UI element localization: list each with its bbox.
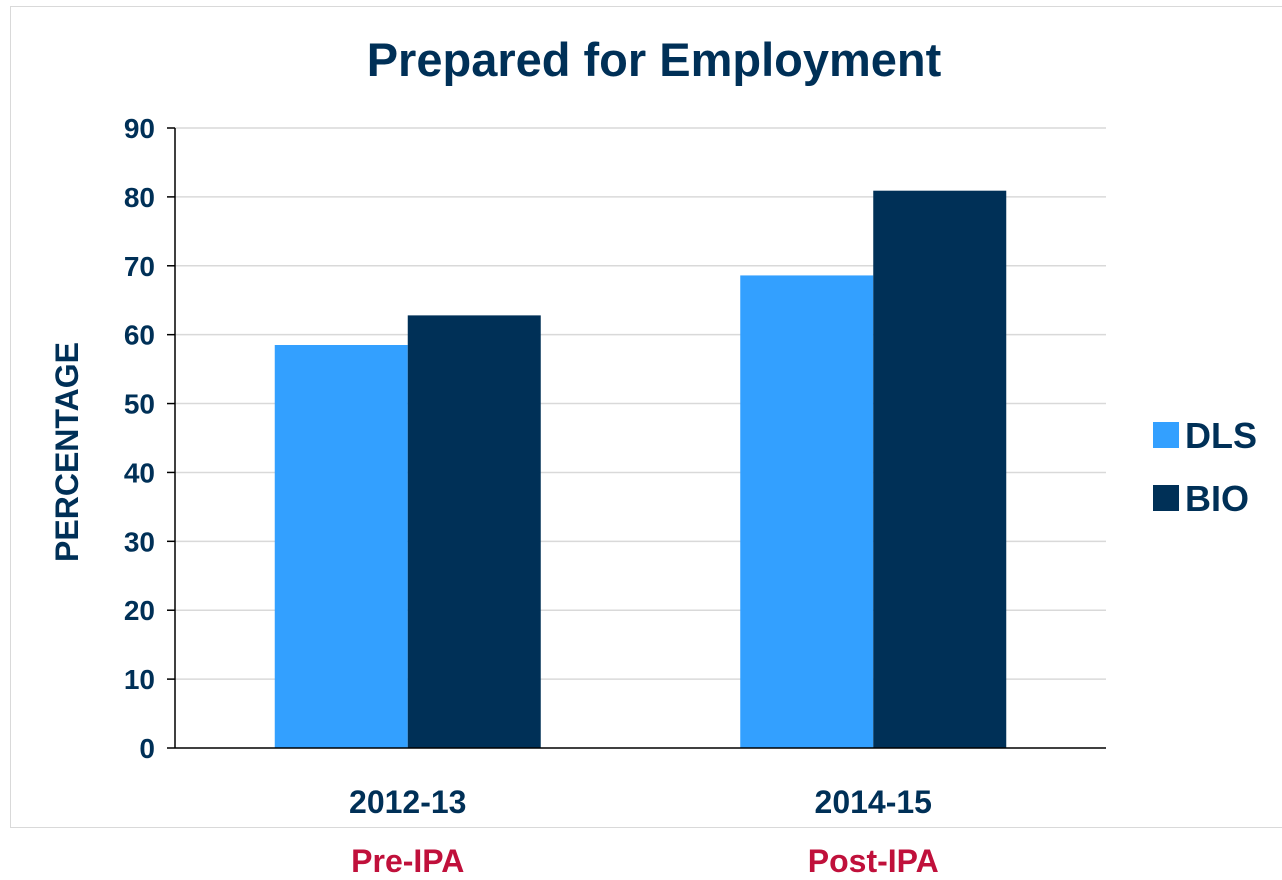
bar-bio-2012-13 [407,315,541,748]
y-tick-label: 80 [124,182,155,213]
legend-swatch-bio [1153,485,1179,511]
x-category-label: 2012-13 [349,784,466,820]
legend-swatch-dls [1153,422,1179,448]
x-category-sublabel: Pre-IPA [351,843,464,879]
legend: DLS BIO [1153,415,1257,519]
y-tick-label: 30 [124,526,155,557]
legend-label-dls: DLS [1185,415,1257,456]
axes-group [167,127,1106,749]
chart-title: Prepared for Employment [367,33,942,86]
y-tick-label: 90 [124,113,155,144]
y-tick-label: 50 [124,389,155,420]
y-tick-label: 70 [124,251,155,282]
chart-frame [10,6,1282,828]
bar-bio-2014-15 [873,190,1007,748]
bars-group [274,190,1007,748]
y-tick-labels: 0 10 20 30 40 50 60 70 80 90 [124,113,155,764]
x-category-sublabel: Post-IPA [808,843,939,879]
bar-dls-2012-13 [274,345,408,748]
legend-label-bio: BIO [1185,478,1249,519]
x-category-labels: 2012-13 Pre-IPA 2014-15 Post-IPA [349,784,939,879]
y-tick-label: 10 [124,664,155,695]
y-axis-label: PERCENTAGE [49,342,85,562]
y-tick-label: 20 [124,595,155,626]
bar-dls-2014-15 [740,275,874,748]
y-tick-label: 0 [139,733,155,764]
x-category-label: 2014-15 [815,784,932,820]
y-tick-label: 40 [124,457,155,488]
y-tick-label: 60 [124,320,155,351]
